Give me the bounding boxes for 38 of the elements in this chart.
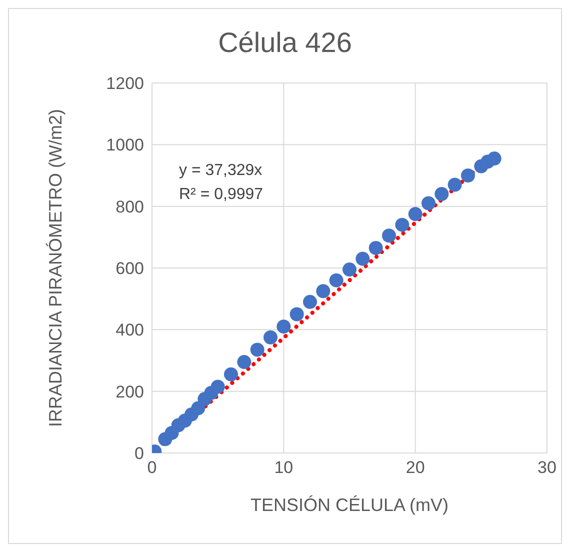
point	[356, 252, 370, 266]
point	[276, 320, 291, 334]
point	[434, 187, 449, 201]
y-tick-label: 0	[134, 444, 144, 464]
point	[461, 168, 475, 182]
y-axis-title: IRRADIANCIA PIRANÓMETRO (W/m2)	[45, 108, 66, 428]
point	[264, 330, 278, 344]
point	[250, 342, 264, 357]
point	[191, 401, 206, 416]
point	[395, 218, 410, 232]
point	[408, 207, 422, 222]
point	[237, 355, 252, 370]
point	[210, 380, 225, 394]
point	[487, 152, 502, 166]
y-tick-label: 1200	[106, 74, 144, 94]
x-tick-label: 20	[406, 458, 425, 478]
x-tick-label: 10	[274, 458, 294, 478]
x-tick-label: 0	[147, 458, 157, 478]
annotation: y = 37,329x	[179, 161, 264, 181]
y-tick-label: 800	[116, 197, 144, 216]
point	[316, 284, 330, 298]
annotation: R² = 0,9997	[179, 185, 264, 205]
point	[342, 262, 356, 277]
chart-title: Célula 426	[217, 27, 353, 59]
y-tick-label: 200	[116, 382, 144, 402]
point	[290, 307, 304, 322]
y-tick-label: 400	[116, 320, 144, 340]
point	[224, 367, 238, 382]
point	[448, 178, 462, 192]
x-axis-title: TENSIÓN CÉLULA (mV)	[250, 495, 449, 515]
point	[422, 196, 436, 210]
point	[368, 240, 383, 255]
point	[382, 228, 396, 243]
x-tick-label: 30	[538, 458, 556, 478]
point	[303, 294, 317, 309]
point	[329, 273, 344, 288]
y-tick-label: 1000	[106, 136, 144, 155]
y-tick-label: 600	[116, 259, 144, 278]
